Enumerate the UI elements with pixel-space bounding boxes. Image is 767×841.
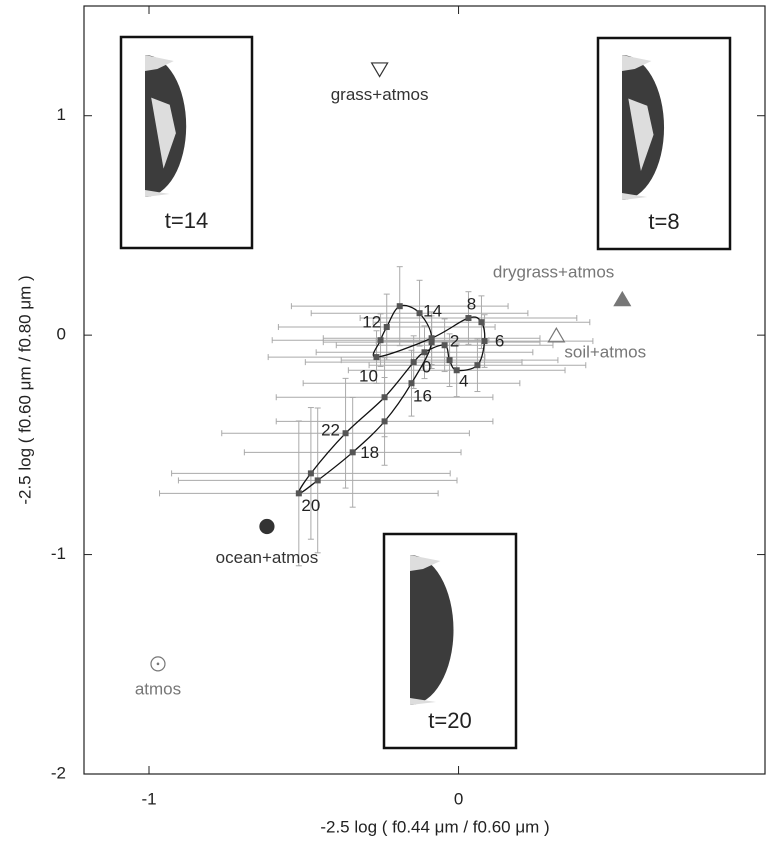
reference-label: drygrass+atmos — [493, 263, 614, 282]
time-label: 8 — [467, 295, 476, 314]
inset-frame — [119, 35, 254, 250]
time-label: 4 — [459, 372, 468, 391]
earth-inset: t=14 — [119, 35, 254, 250]
y-tick-label: -1 — [51, 544, 66, 563]
point — [295, 490, 302, 497]
x-tick-label: -1 — [141, 789, 156, 808]
reference-marker — [150, 656, 166, 672]
time-label: 2 — [450, 332, 459, 351]
earth-disk — [410, 555, 454, 705]
y-tick-label: -2 — [51, 763, 66, 782]
time-label: 20 — [301, 496, 320, 515]
time-label: 10 — [359, 367, 378, 386]
y-tick-label: 0 — [57, 325, 66, 344]
y-axis-label: -2.5 log ( f0.60 μm / f0.80 μm ) — [15, 275, 34, 504]
inset-label: t=20 — [428, 708, 471, 733]
point — [421, 349, 428, 356]
land — [410, 698, 437, 705]
point — [381, 418, 388, 425]
time-label: 18 — [360, 443, 379, 462]
earth-inset: t=20 — [382, 532, 518, 750]
point — [428, 335, 435, 342]
land — [410, 555, 441, 571]
point — [428, 339, 435, 346]
point — [377, 337, 384, 344]
reference-label: soil+atmos — [564, 343, 646, 362]
time-label: 22 — [321, 421, 340, 440]
reference-label: atmos — [135, 679, 181, 698]
point — [410, 359, 417, 366]
inset-label: t=14 — [165, 208, 208, 233]
point — [465, 315, 472, 322]
point — [381, 394, 388, 401]
point — [314, 477, 321, 484]
point — [453, 367, 460, 374]
point — [474, 362, 481, 369]
reference-marker — [370, 62, 389, 78]
point — [342, 430, 349, 437]
time-label: 12 — [362, 313, 381, 332]
point — [349, 449, 356, 456]
land — [145, 190, 170, 197]
point — [481, 338, 488, 345]
point — [446, 357, 453, 364]
land — [622, 193, 648, 200]
point — [408, 380, 415, 387]
point — [383, 324, 390, 331]
land — [628, 98, 654, 171]
reference-marker-dot — [156, 662, 160, 666]
land — [145, 55, 174, 71]
point — [416, 310, 423, 317]
reference-label: grass+atmos — [331, 85, 429, 104]
reference-marker — [613, 290, 632, 307]
time-label: 14 — [423, 302, 442, 321]
inset-frame — [596, 36, 732, 251]
x-tick-label: 0 — [454, 789, 463, 808]
point — [478, 319, 485, 326]
point — [441, 342, 448, 349]
land — [622, 55, 652, 71]
plot-frame — [83, 5, 766, 775]
earth-disk — [145, 55, 187, 197]
time-label: 16 — [413, 387, 432, 406]
time-label: 0 — [422, 358, 431, 377]
reference-marker — [259, 518, 275, 535]
earth-inset: t=8 — [596, 36, 732, 251]
point — [307, 470, 314, 477]
y-tick-label: 1 — [57, 105, 66, 124]
land — [151, 97, 176, 169]
reference-label: ocean+atmos — [216, 548, 319, 567]
point — [373, 354, 380, 361]
reference-marker — [547, 327, 566, 343]
inset-label: t=8 — [648, 209, 679, 234]
x-axis-label: -2.5 log ( f0.44 μm / f0.60 μm ) — [320, 817, 549, 836]
point — [396, 303, 403, 310]
time-label: 6 — [495, 332, 504, 351]
